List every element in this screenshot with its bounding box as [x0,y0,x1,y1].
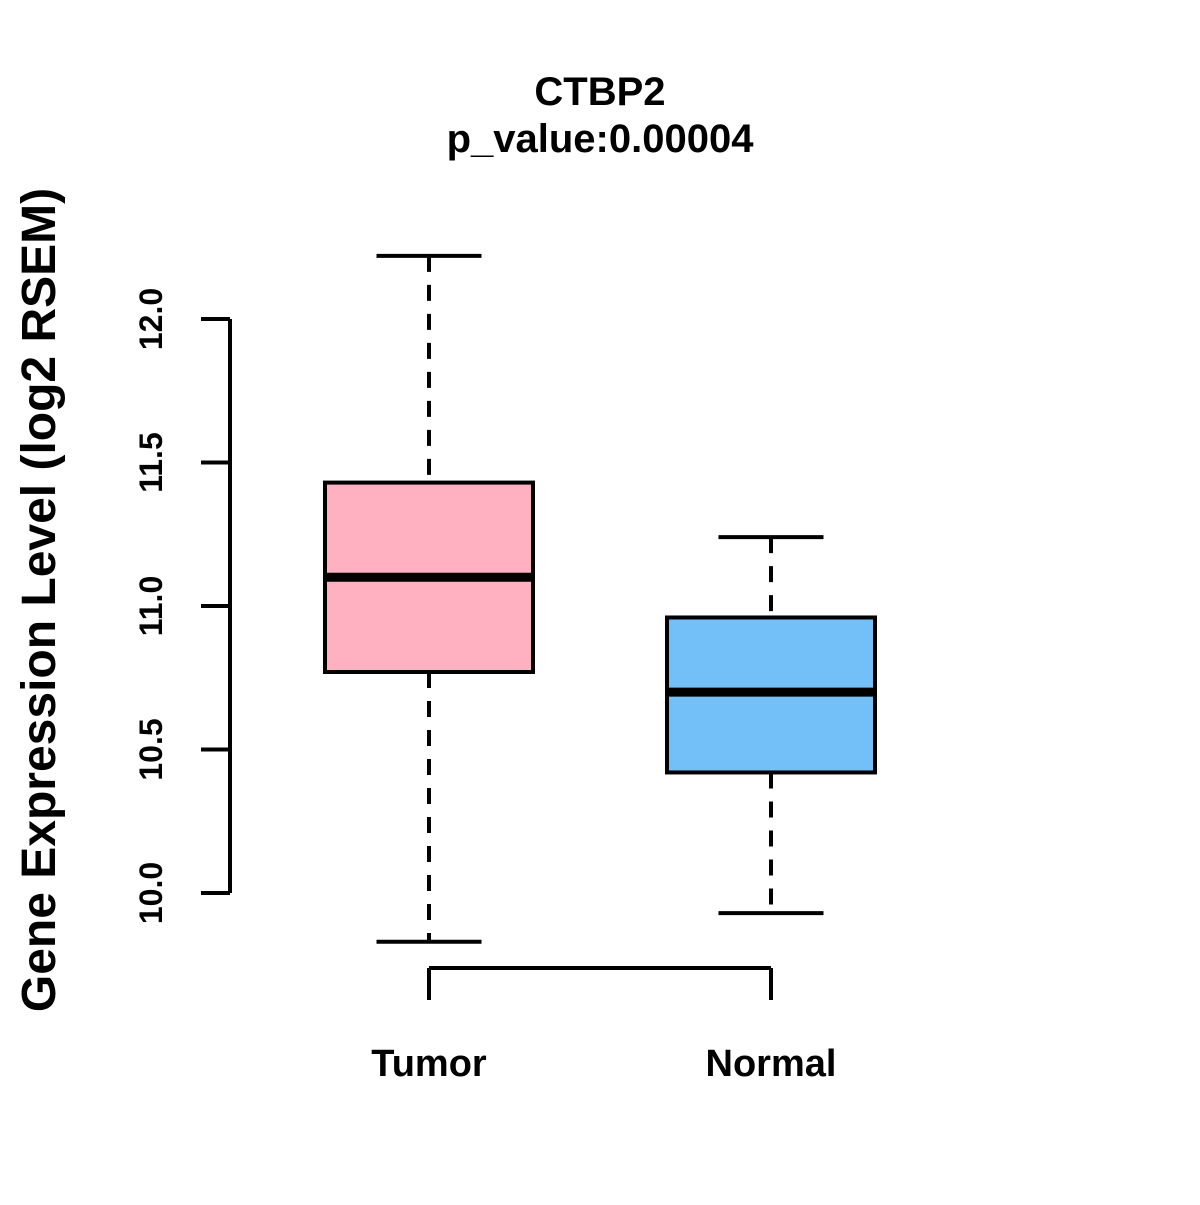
y-tick-label-11.0: 11.0 [133,576,169,637]
x-axis: Tumor Normal [371,966,837,1085]
x-tick-label-normal: Normal [706,1043,837,1085]
y-axis-label: Gene Expression Level (log2 RSEM) [13,188,66,1012]
x-tick-label-tumor: Tumor [371,1043,487,1085]
box-group-normal [665,535,877,916]
y-tick-label-10.0: 10.0 [133,862,169,924]
y-tick-label-12.0: 12.0 [133,288,169,350]
y-tick-label-10.5: 10.5 [133,718,169,780]
box-series [323,253,877,944]
chart-subtitle: p_value:0.00004 [447,117,755,161]
y-axis: 10.0 10.5 11.0 11.5 12.0 [133,288,232,924]
y-tick-label-11.5: 11.5 [133,432,169,493]
box-group-tumor [323,253,535,944]
chart-title: CTBP2 [534,70,665,114]
